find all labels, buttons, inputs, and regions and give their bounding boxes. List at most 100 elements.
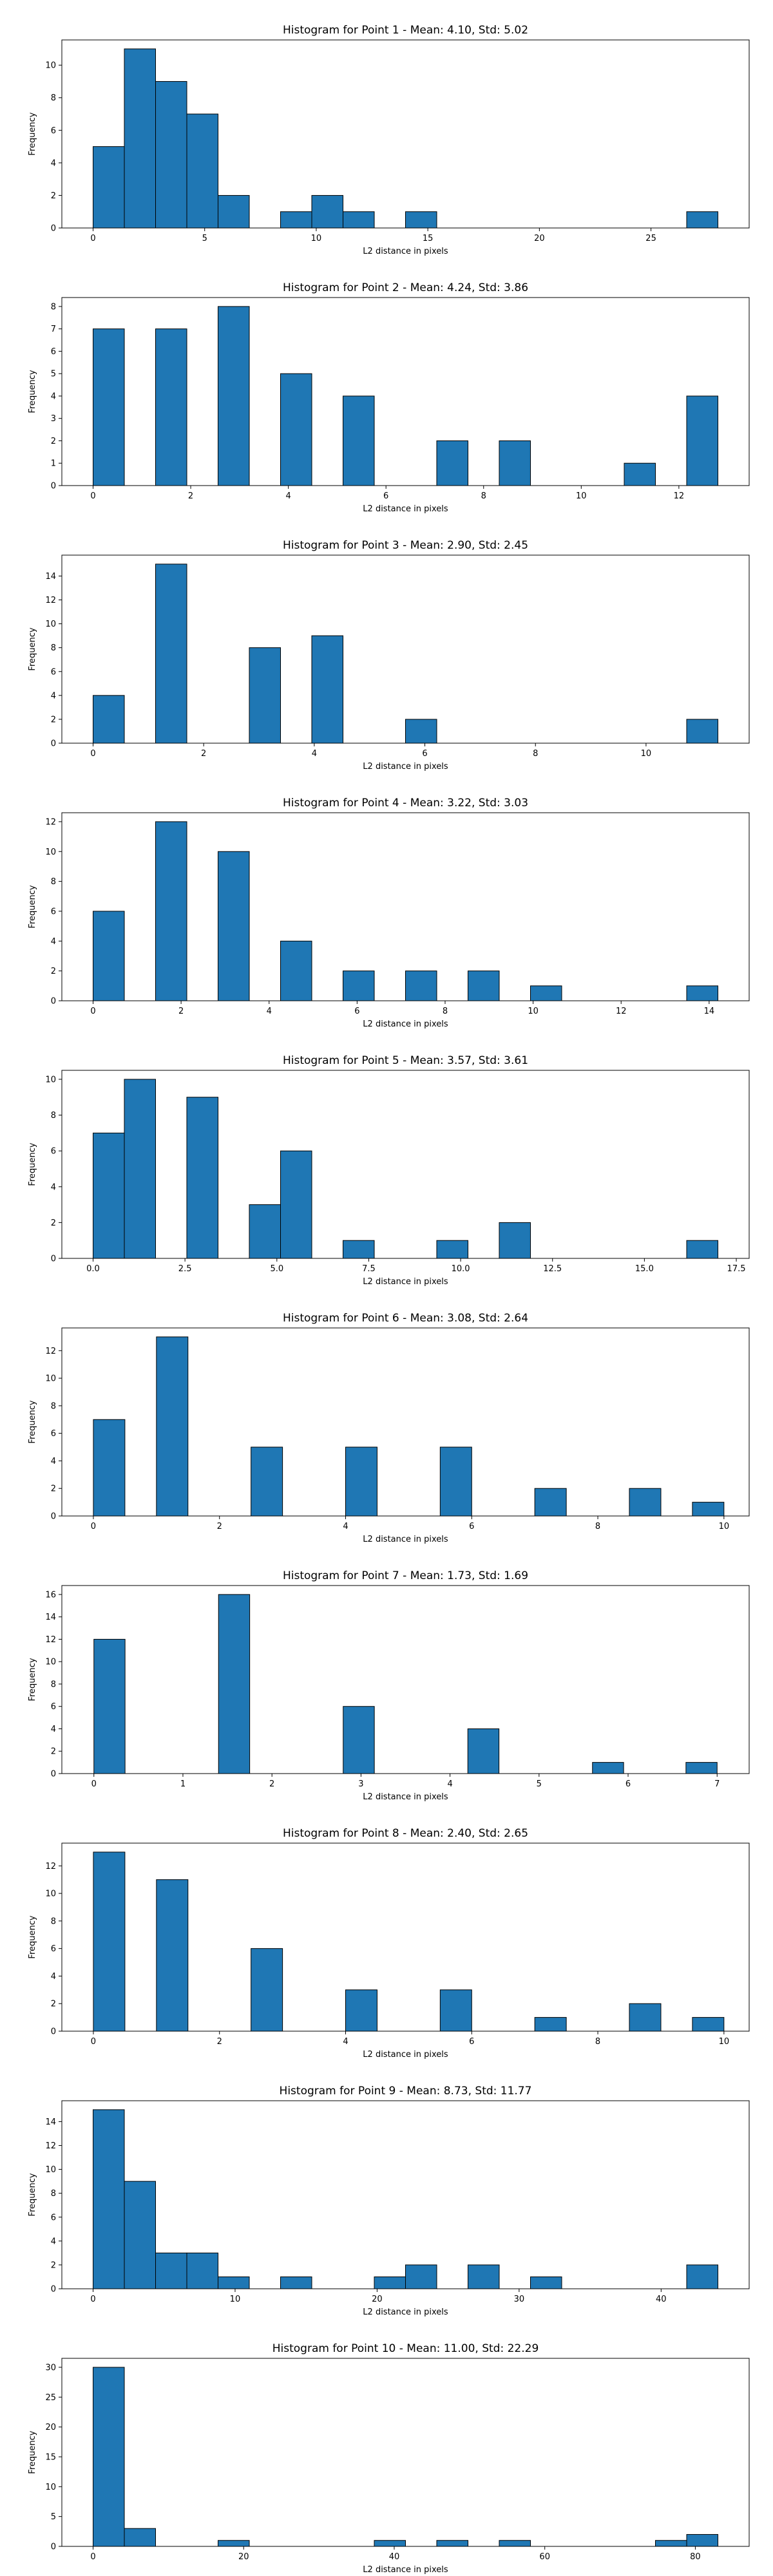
- y-tick-label: 0: [51, 1512, 56, 1522]
- histogram-bar: [592, 1762, 624, 1774]
- histogram-bar: [405, 211, 437, 229]
- histogram-bar: [218, 2540, 250, 2547]
- y-tick-label: 0: [51, 1255, 56, 1264]
- x-tick-label: 10: [719, 2037, 730, 2047]
- histogram-bar: [343, 971, 375, 1001]
- histogram-bar: [530, 985, 562, 1001]
- histogram-bar: [686, 2264, 718, 2289]
- x-tick-label: 4: [343, 1522, 348, 1531]
- axes-frame: [61, 1585, 750, 1774]
- chart-panel: Histogram for Point 8 - Mean: 2.40, Std:…: [28, 1827, 750, 2060]
- histogram-bar: [93, 1419, 126, 1517]
- y-axis-label: Frequency: [28, 1658, 37, 1701]
- y-axis-label: Frequency: [28, 2173, 37, 2216]
- y-tick-label: 2: [51, 2260, 56, 2270]
- chart-panel: Histogram for Point 9 - Mean: 8.73, Std:…: [28, 2085, 750, 2317]
- x-tick-label: 40: [389, 2552, 400, 2562]
- chart-panel: Histogram for Point 2 - Mean: 4.24, Std:…: [28, 281, 750, 514]
- histogram-bar: [439, 1989, 472, 2032]
- y-tick-label: 10: [45, 1658, 56, 1667]
- y-tick-label: 30: [45, 2363, 56, 2372]
- y-tick-label: 8: [51, 1111, 56, 1121]
- y-axis-label: Frequency: [28, 112, 37, 155]
- histogram-bar: [686, 985, 718, 1001]
- x-tick-label: 0: [91, 2037, 96, 2047]
- histogram-bar: [155, 328, 187, 486]
- y-tick-label: 8: [51, 1917, 56, 1926]
- x-tick-label: 4: [285, 491, 291, 501]
- x-tick-label: 0: [91, 1522, 96, 1531]
- y-tick-label: 2: [51, 1747, 56, 1757]
- histogram-bar: [534, 1488, 567, 1517]
- y-tick-label: 3: [51, 414, 56, 424]
- histogram-bar: [534, 2017, 567, 2032]
- histogram-bar: [155, 821, 187, 1001]
- y-tick-label: 0: [51, 482, 56, 491]
- y-tick-label: 4: [51, 1972, 56, 1982]
- y-tick-label: 4: [51, 691, 56, 701]
- histogram-bar: [343, 395, 375, 486]
- x-tick-label: 20: [372, 2295, 383, 2304]
- y-tick-label: 12: [45, 1635, 56, 1645]
- y-tick-label: 8: [51, 93, 56, 103]
- x-axis-label: L2 distance in pixels: [363, 2565, 448, 2575]
- y-tick-label: 8: [51, 643, 56, 653]
- histogram-bar: [685, 1762, 718, 1774]
- x-axis-label: L2 distance in pixels: [363, 247, 448, 256]
- histogram-bar: [93, 695, 125, 744]
- x-axis-label: L2 distance in pixels: [363, 504, 448, 514]
- histogram-bar: [280, 373, 312, 486]
- histogram-bar: [374, 2540, 406, 2547]
- axes-frame: [61, 1842, 750, 2032]
- histogram-bar: [251, 1948, 283, 2032]
- x-tick-label: 6: [383, 491, 388, 501]
- y-tick-label: 12: [45, 1862, 56, 1871]
- x-tick-label: 2: [188, 491, 193, 501]
- y-tick-label: 0: [51, 2027, 56, 2037]
- y-tick-label: 2: [51, 437, 56, 446]
- x-tick-label: 5.0: [270, 1264, 283, 1274]
- histogram-bar: [345, 1446, 377, 1517]
- y-tick-label: 10: [45, 2483, 56, 2492]
- x-tick-label: 7: [714, 1779, 720, 1789]
- x-tick-label: 8: [595, 1522, 600, 1531]
- x-tick-label: 17.5: [727, 1264, 746, 1274]
- histogram-bar: [156, 1879, 189, 2032]
- y-tick-label: 0: [51, 224, 56, 234]
- histogram-bar: [345, 1989, 377, 2032]
- y-tick-label: 2: [51, 1218, 56, 1228]
- histogram-bar: [655, 2540, 687, 2547]
- y-tick-label: 6: [51, 907, 56, 916]
- histogram-bar: [156, 1336, 189, 1517]
- x-tick-label: 10: [576, 491, 587, 501]
- x-tick-label: 0.0: [86, 1264, 100, 1274]
- chart-panel: Histogram for Point 4 - Mean: 3.22, Std:…: [28, 797, 750, 1029]
- x-tick-label: 10: [311, 234, 322, 243]
- y-tick-label: 6: [51, 2213, 56, 2222]
- x-tick-label: 2: [178, 1007, 184, 1016]
- histogram-bar: [124, 2528, 156, 2547]
- y-tick-label: 25: [45, 2393, 56, 2403]
- y-tick-label: 12: [45, 596, 56, 605]
- y-tick-label: 0: [51, 997, 56, 1007]
- y-tick-label: 4: [51, 392, 56, 401]
- x-tick-label: 4: [447, 1779, 452, 1789]
- chart-title: Histogram for Point 10 - Mean: 11.00, St…: [272, 2342, 539, 2355]
- y-tick-label: 10: [45, 1374, 56, 1384]
- x-tick-label: 15: [423, 234, 434, 243]
- y-tick-label: 8: [51, 1680, 56, 1689]
- x-tick-label: 2: [201, 749, 206, 759]
- histogram-bar: [186, 1097, 218, 1259]
- histogram-bar: [629, 2003, 662, 2032]
- y-axis-label: Frequency: [28, 1142, 37, 1186]
- y-tick-label: 6: [51, 1147, 56, 1157]
- histogram-bar: [311, 194, 343, 229]
- x-tick-label: 15.0: [635, 1264, 654, 1274]
- y-tick-label: 16: [45, 1590, 56, 1600]
- chart-title: Histogram for Point 1 - Mean: 4.10, Std:…: [283, 24, 528, 37]
- x-tick-label: 10: [719, 1522, 730, 1531]
- histogram-bar: [280, 211, 312, 229]
- y-tick-label: 0: [51, 2285, 56, 2295]
- histogram-bar: [343, 211, 375, 229]
